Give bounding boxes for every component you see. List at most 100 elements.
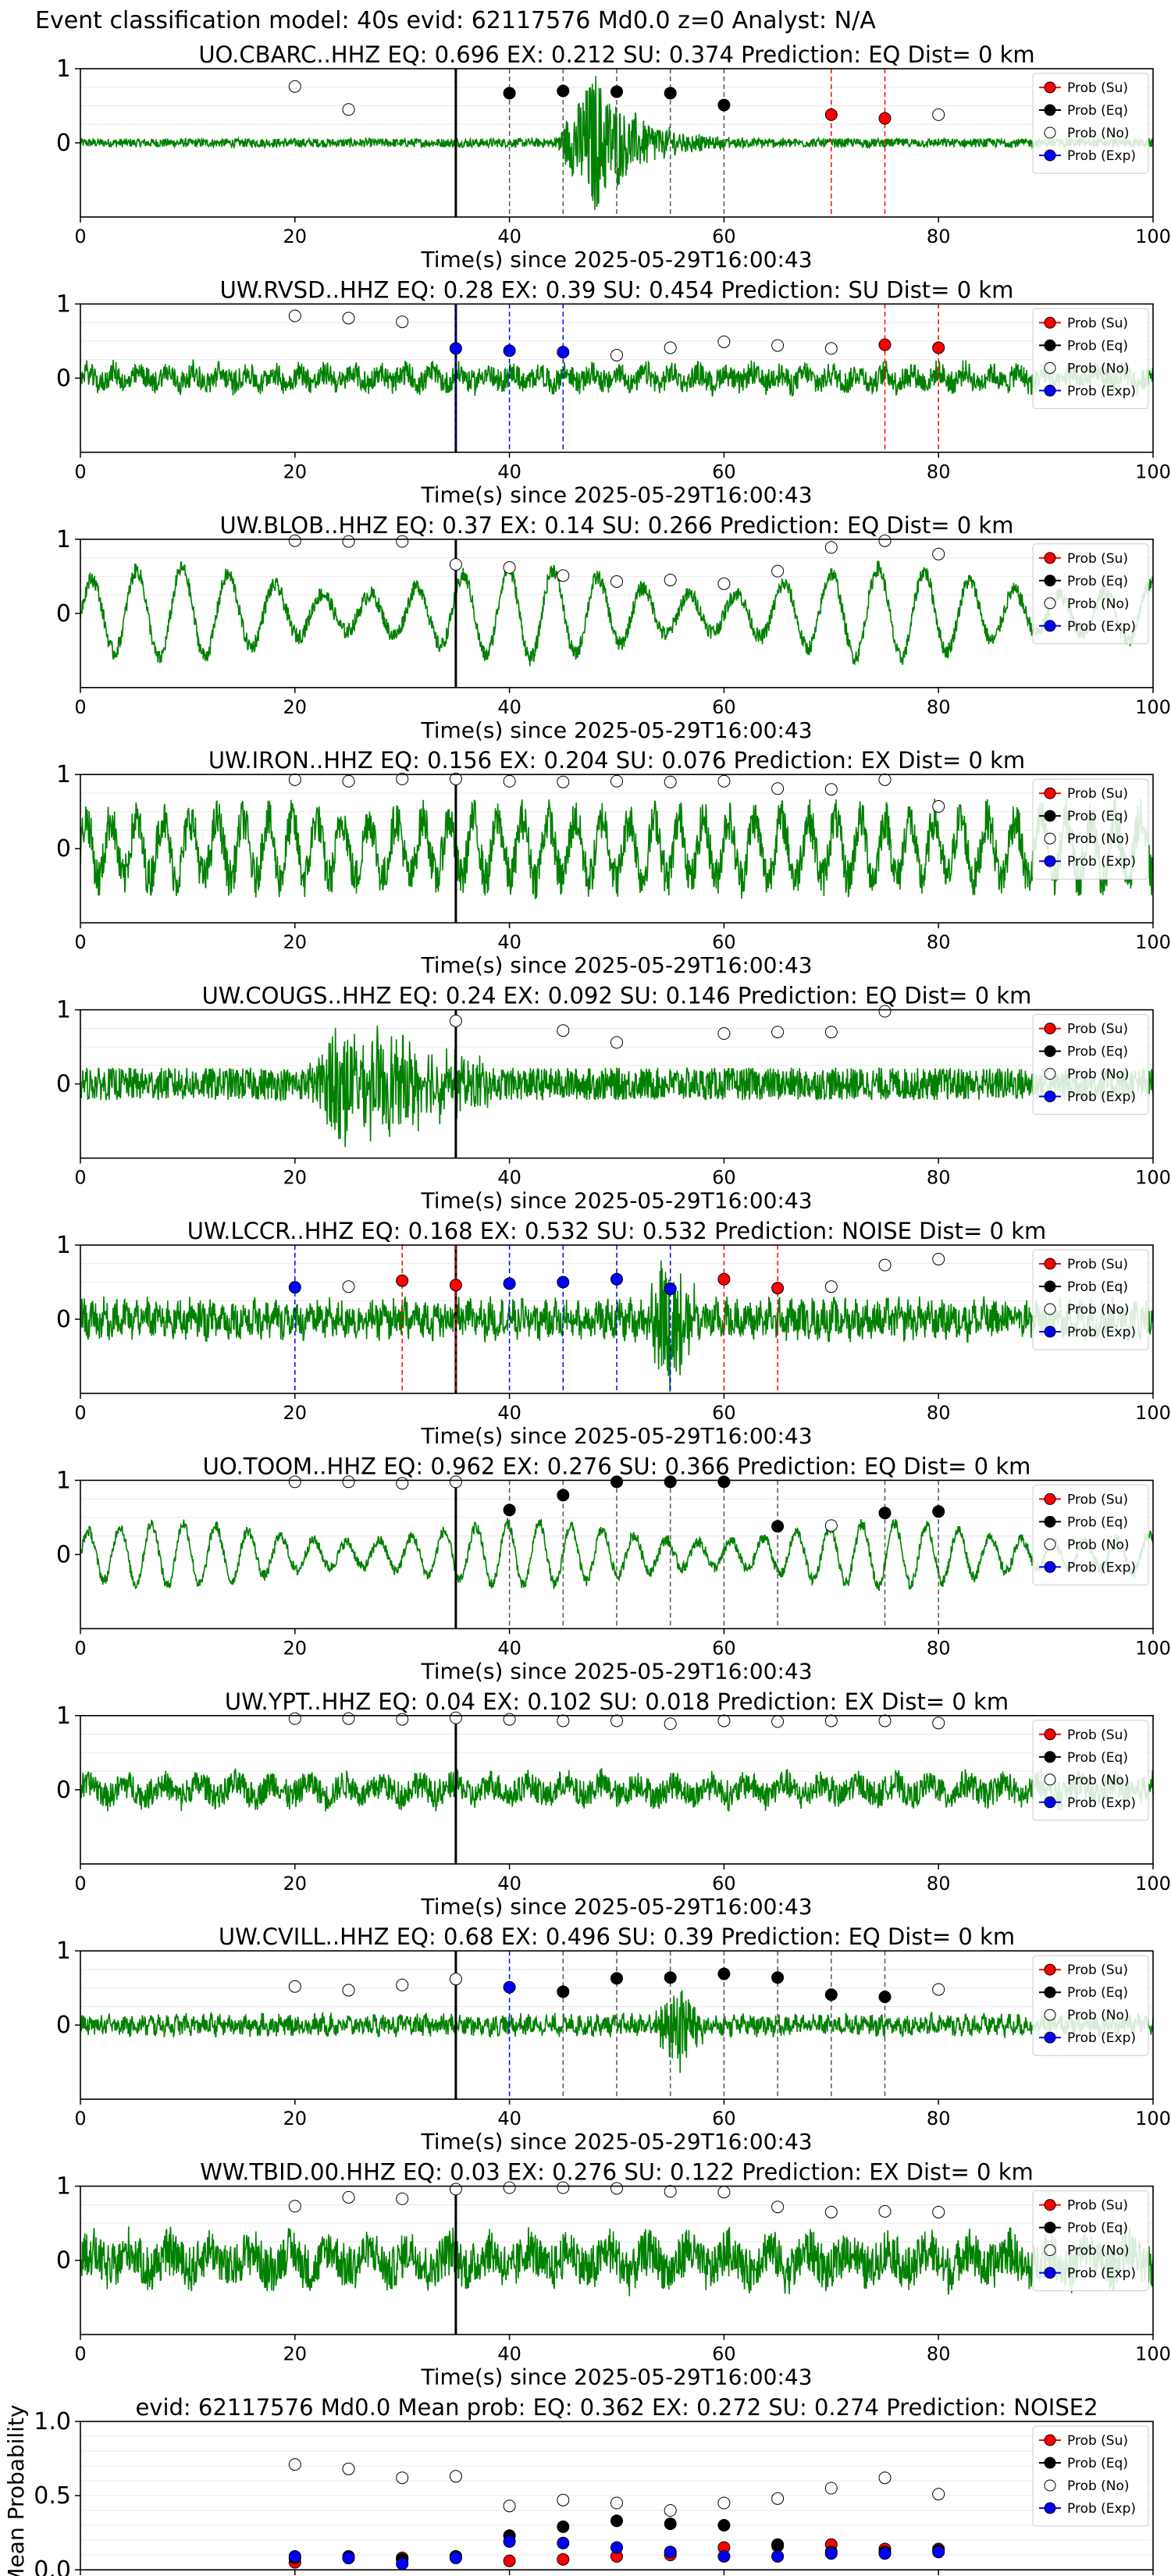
- legend-label-eq: Prob (Eq): [1067, 809, 1128, 824]
- prob-marker-no: [824, 1280, 838, 1293]
- panel-title: UW.RVSD..HHZ EQ: 0.28 EX: 0.39 SU: 0.454…: [220, 276, 1014, 303]
- y-axis-label: Mean Probability: [3, 2404, 29, 2576]
- prob-marker-no: [717, 1714, 731, 1727]
- prob-marker-no: [717, 2186, 731, 2199]
- x-tick-label: 60: [712, 931, 736, 953]
- y-tick-label: 0: [56, 1306, 71, 1333]
- x-tick-label: 60: [712, 1167, 736, 1189]
- mean-prob-point: [610, 2496, 623, 2510]
- legend-label-eq: Prob (Eq): [1067, 1750, 1128, 1766]
- prob-marker-eq: [664, 1971, 677, 1984]
- x-tick-label: 60: [712, 2343, 736, 2365]
- legend: Prob (Su) Prob (Eq) Prob (No) Prob (Exp): [1032, 1720, 1149, 1821]
- waveform-trace: [80, 560, 1154, 667]
- series-exp: [288, 2535, 945, 2571]
- prob-marker-su: [717, 1272, 731, 1286]
- prob-marker-no: [288, 773, 301, 786]
- mean-prob-point: [503, 2500, 516, 2513]
- legend-marker-no: [1044, 597, 1056, 610]
- prob-marker-no: [717, 335, 731, 348]
- legend-marker-no: [1044, 2008, 1056, 2021]
- x-axis-label: Time(s) since 2025-05-29T16:00:43: [420, 1188, 812, 1214]
- x-tick-label: 80: [927, 1402, 951, 1424]
- x-tick-label: 20: [283, 1873, 308, 1895]
- panel-3: UW.BLOB..HHZ EQ: 0.37 EX: 0.14 SU: 0.266…: [56, 512, 1171, 743]
- x-tick-label: 40: [497, 2343, 521, 2365]
- prob-marker-no: [824, 2205, 838, 2218]
- legend-marker-su: [1044, 552, 1056, 564]
- prob-marker-su: [932, 341, 945, 354]
- x-axis-label: Time(s) since 2025-05-29T16:00:43: [420, 1894, 812, 1920]
- legend-label-no: Prob (No): [1067, 2243, 1130, 2259]
- x-tick-label: 80: [927, 2108, 951, 2129]
- legend-label-no: Prob (No): [1067, 2478, 1130, 2494]
- x-tick-label: 0: [74, 1402, 86, 1424]
- panel-9: UW.CVILL..HHZ EQ: 0.68 EX: 0.496 SU: 0.3…: [56, 1923, 1171, 2154]
- prob-marker-no: [717, 774, 731, 788]
- legend: Prob (Su) Prob (Eq) Prob (No) Prob (Exp): [1032, 2190, 1149, 2292]
- prob-marker-no: [664, 2185, 677, 2198]
- x-tick-label: 100: [1135, 226, 1171, 247]
- legend-label-exp: Prob (Exp): [1067, 1090, 1136, 1105]
- prob-marker-exp: [664, 1283, 677, 1296]
- y-tick-label: 0.5: [34, 2482, 71, 2510]
- y-tick-label: 0: [56, 1071, 71, 1098]
- mean-prob-point: [771, 2492, 785, 2505]
- x-tick-label: 60: [712, 2108, 736, 2129]
- x-tick-label: 40: [497, 226, 521, 247]
- y-tick-label: 0: [56, 600, 71, 628]
- prob-marker-no: [878, 1258, 892, 1272]
- prob-marker-exp: [610, 1272, 623, 1286]
- y-tick-label: 1: [56, 1703, 71, 1730]
- prob-marker-exp: [503, 1980, 516, 1994]
- prob-marker-no: [610, 2182, 623, 2195]
- legend-box: [1032, 1720, 1149, 1821]
- prob-marker-exp: [288, 1281, 301, 1294]
- prob-marker-no: [288, 80, 301, 93]
- mean-prob-point: [342, 2462, 355, 2475]
- x-tick-label: 20: [283, 2343, 308, 2365]
- legend-label-eq: Prob (Eq): [1067, 1985, 1128, 2001]
- legend: Prob (Su) Prob (Eq) Prob (No) Prob (Exp): [1032, 308, 1149, 409]
- prob-marker-exp: [557, 1276, 570, 1289]
- x-tick-label: 100: [1135, 2108, 1171, 2129]
- x-tick-label: 80: [927, 226, 951, 247]
- x-tick-label: 100: [1135, 931, 1171, 953]
- prob-marker-no: [932, 2205, 945, 2218]
- mean-prob-point: [717, 2519, 731, 2532]
- legend-marker-no: [1044, 1303, 1056, 1315]
- prob-marker-no: [771, 782, 785, 795]
- legend-marker-eq: [1044, 1280, 1056, 1293]
- panel-title: UW.BLOB..HHZ EQ: 0.37 EX: 0.14 SU: 0.266…: [220, 512, 1014, 539]
- mean-prob-point: [664, 2504, 677, 2517]
- legend-label-su: Prob (Su): [1067, 1727, 1128, 1743]
- prob-marker-no: [824, 783, 838, 796]
- legend-marker-su: [1044, 316, 1056, 329]
- mean-prob-point: [664, 2517, 677, 2531]
- panel-title: UW.LCCR..HHZ EQ: 0.168 EX: 0.532 SU: 0.5…: [187, 1218, 1047, 1244]
- legend-marker-exp: [1044, 149, 1056, 162]
- legend-marker-exp: [1044, 2502, 1056, 2514]
- y-tick-label: 0: [56, 1777, 71, 1804]
- prob-marker-no: [342, 1475, 355, 1489]
- panel-11: evid: 62117576 Md0.0 Mean prob: EQ: 0.36…: [3, 2394, 1154, 2576]
- prob-marker-no: [342, 1712, 355, 1725]
- prob-marker-eq: [771, 1971, 785, 1984]
- x-tick-label: 60: [712, 461, 736, 482]
- prob-marker-su: [396, 1274, 409, 1287]
- panel-title: UO.TOOM..HHZ EQ: 0.962 EX: 0.276 SU: 0.3…: [203, 1453, 1031, 1479]
- prob-marker-no: [396, 2192, 409, 2205]
- x-axis-label: Time(s) since 2025-05-29T16:00:43: [420, 1423, 812, 1449]
- prob-marker-no: [342, 2190, 355, 2204]
- legend-marker-exp: [1044, 855, 1056, 867]
- legend-marker-su: [1044, 1023, 1056, 1035]
- y-tick-label: 1: [56, 1232, 71, 1259]
- legend-box: [1032, 73, 1149, 174]
- mean-prob-point: [557, 2536, 570, 2549]
- prob-marker-no: [396, 772, 409, 785]
- x-tick-label: 60: [712, 696, 736, 718]
- mean-prob-point: [932, 2546, 945, 2559]
- x-tick-label: 40: [497, 461, 521, 482]
- mean-prob-point: [342, 2551, 355, 2564]
- legend-marker-exp: [1044, 2267, 1056, 2279]
